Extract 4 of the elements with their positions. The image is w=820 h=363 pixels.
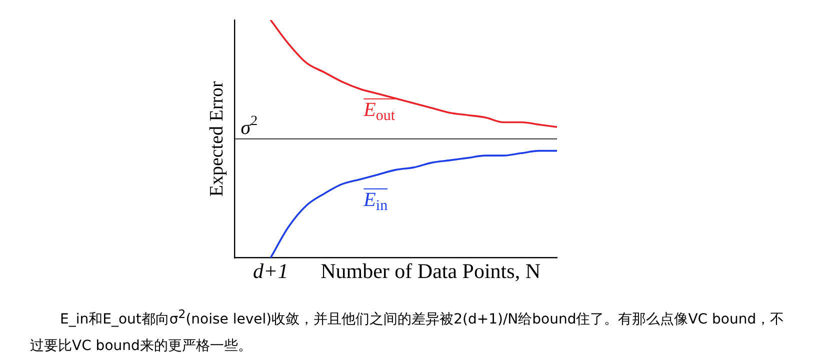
x-axis-title: Number of Data Points, N [320,258,540,283]
text: E_in和E_out都向σ$^{2}$(noise level)收敛，并且他们之间的差异被2(d+1)/N给bound住了。有那么点像VC bound，不过要比VC bound来的更严格一些。 [29,306,786,356]
text: d+1 [253,258,288,283]
y-axis-title: Expected Error [206,80,228,197]
